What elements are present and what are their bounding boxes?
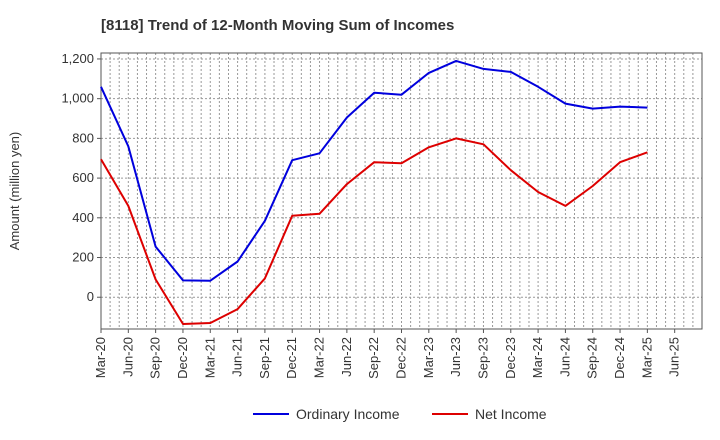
legend-label-net-income: Net Income	[475, 406, 547, 422]
x-tick-label: Mar-25	[639, 337, 654, 378]
x-tick-label: Sep-21	[257, 337, 272, 379]
x-tick-label: Mar-21	[202, 337, 217, 378]
x-tick-label: Dec-20	[175, 337, 190, 379]
x-tick-label: Jun-21	[230, 337, 245, 377]
y-tick-label: 0	[87, 289, 94, 304]
x-tick-label: Mar-22	[312, 337, 327, 378]
x-tick-label: Jun-20	[120, 337, 135, 377]
y-tick-label: 1,000	[61, 91, 94, 106]
x-tick-label: Jun-25	[667, 337, 682, 377]
x-tick-label: Jun-22	[339, 337, 354, 377]
series-line-ordinary-income	[100, 59, 648, 282]
x-tick-label: Sep-22	[366, 337, 381, 379]
chart-title: [8118] Trend of 12-Month Moving Sum of I…	[101, 17, 454, 34]
x-tick-label: Dec-21	[284, 337, 299, 379]
y-tick-label: 1,200	[61, 51, 94, 66]
y-tick-label: 400	[72, 210, 94, 225]
x-tick-label: Dec-23	[503, 337, 518, 379]
x-tick-label: Sep-24	[585, 337, 600, 379]
x-tick-label: Mar-23	[421, 337, 436, 378]
x-tick-label: Sep-23	[475, 337, 490, 379]
x-tick-label: Dec-24	[612, 337, 627, 379]
x-tick-label: Mar-24	[530, 337, 545, 378]
x-axis-ticks: Mar-20 Jun-20 Sep-20 Dec-20 Mar-21 Jun-21 Sep-…	[93, 329, 682, 379]
x-tick-label: Jun-23	[448, 337, 463, 377]
x-tick-label: Dec-22	[394, 337, 409, 379]
x-tick-label: Mar-20	[93, 337, 108, 378]
x-tick-label: Sep-20	[148, 337, 163, 379]
legend-label-ordinary-income: Ordinary Income	[296, 406, 400, 422]
series-lines	[100, 59, 648, 325]
series-line-net-income	[100, 137, 648, 325]
y-tick-label: 600	[72, 170, 94, 185]
y-tick-label: 800	[72, 130, 94, 145]
legend: Ordinary Income Net Income	[253, 406, 547, 422]
y-axis-ticks: 0 200 400 600 800 1,000 1,200	[61, 51, 101, 304]
y-tick-label: 200	[72, 250, 94, 265]
grid-lines	[101, 53, 702, 329]
x-tick-label: Jun-24	[557, 337, 572, 377]
y-axis-label: Amount (million yen)	[7, 132, 22, 251]
